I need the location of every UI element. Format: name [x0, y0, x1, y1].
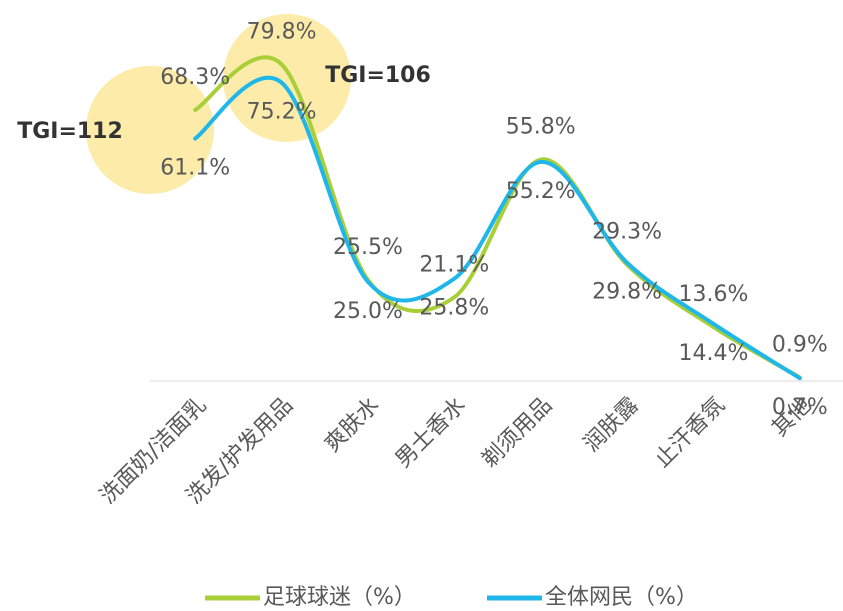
data-label: 55.2% [506, 179, 576, 204]
data-label: 0.7% [772, 395, 828, 420]
x-tick-label: 剃须用品 [477, 393, 557, 473]
x-tick-label: 润肤露 [579, 393, 643, 457]
data-label: 21.1% [419, 252, 489, 277]
series-line [193, 75, 802, 381]
data-label: 29.8% [592, 280, 662, 305]
data-label: 25.5% [333, 235, 403, 260]
data-label: 79.8% [247, 19, 317, 44]
x-tick-label: 爽肤水 [320, 393, 384, 457]
data-label: 13.6% [678, 282, 748, 307]
data-label: 25.8% [419, 296, 489, 321]
x-tick-label: 止汗香氛 [650, 393, 730, 473]
annotation: TGI=106 [325, 63, 431, 88]
data-label: 61.1% [160, 156, 230, 181]
highlight-circle [223, 14, 351, 142]
legend-label: 足球球迷（%） [263, 585, 416, 610]
data-label: 75.2% [247, 100, 317, 125]
data-label: 25.0% [333, 299, 403, 324]
data-label: 68.3% [160, 65, 230, 90]
series-line [193, 55, 802, 380]
annotation: TGI=112 [17, 119, 123, 144]
highlight-circle [86, 66, 214, 194]
data-label: 14.4% [678, 341, 748, 366]
x-tick-label: 男士香水 [391, 393, 471, 473]
legend-label: 全体网民（%） [545, 585, 698, 610]
data-label: 55.8% [506, 115, 576, 140]
data-label: 29.3% [592, 220, 662, 245]
data-label: 0.9% [772, 332, 828, 357]
